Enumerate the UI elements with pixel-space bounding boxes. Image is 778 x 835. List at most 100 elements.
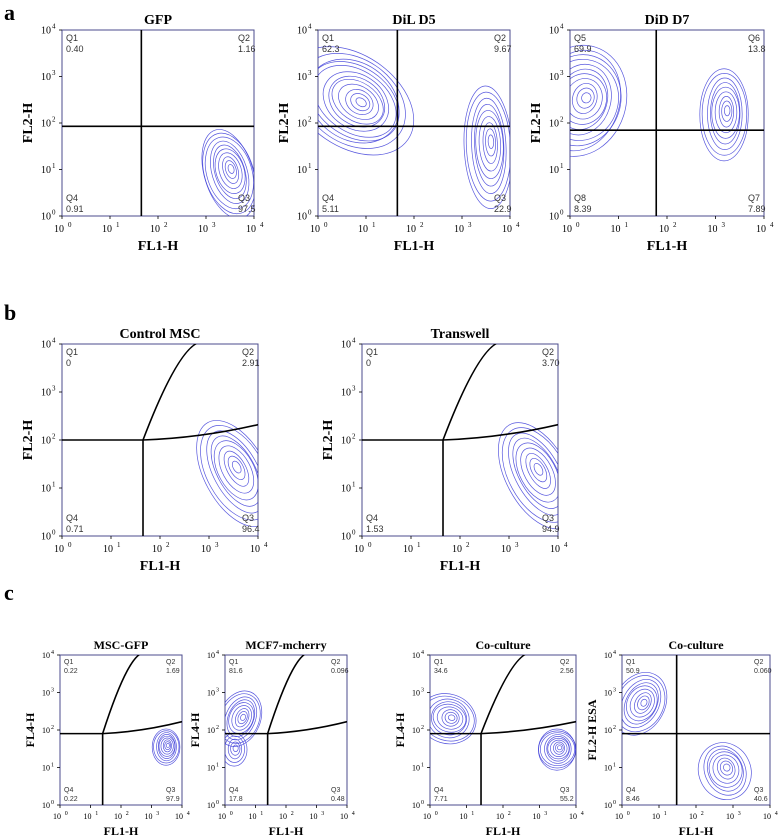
contour-ring	[711, 86, 740, 139]
contour-layer	[225, 655, 347, 805]
contour-ring	[350, 93, 371, 112]
contour-ring	[475, 110, 504, 179]
quadrant-value: 5.11	[322, 204, 339, 214]
contour-ring	[707, 77, 743, 150]
y-axis-label: FL2-H	[321, 420, 336, 461]
panel-letter-a: a	[4, 0, 15, 25]
y-tick-exponent: 3	[52, 69, 56, 77]
contour-ring	[546, 736, 570, 762]
plot-title: Co-culture	[668, 638, 724, 652]
x-tick-label: 10	[218, 812, 226, 821]
x-axis-label: FL1-H	[104, 824, 139, 835]
plot-frame	[59, 654, 183, 806]
y-tick-label: 10	[549, 165, 559, 176]
y-tick-exponent: 0	[421, 800, 424, 806]
y-tick-exponent: 1	[216, 762, 219, 768]
quadrant-name: Q2	[238, 33, 250, 43]
y-tick-exponent: 1	[421, 762, 424, 768]
gate-line-horizontal	[60, 720, 182, 735]
plot-frame	[61, 29, 255, 217]
x-tick-exponent: 1	[116, 221, 120, 229]
contour-ring	[227, 164, 235, 174]
quadrant-value: 94.9	[542, 524, 560, 534]
contour-ring	[225, 693, 261, 744]
x-tick-exponent: 2	[508, 811, 511, 817]
x-tick-exponent: 4	[187, 811, 190, 817]
y-tick-exponent: 0	[352, 529, 356, 537]
x-tick-exponent: 0	[230, 811, 233, 817]
contour-ring	[576, 87, 595, 109]
y-tick-exponent: 3	[352, 385, 356, 393]
y-tick-label: 10	[207, 688, 215, 697]
x-tick-label: 10	[562, 224, 572, 235]
quadrant-value: 0.22	[64, 668, 78, 675]
x-tick-exponent: 1	[95, 811, 98, 817]
contour-ring	[436, 706, 464, 730]
contour-ring	[719, 760, 734, 776]
contour-ring	[525, 452, 551, 489]
y-tick-exponent: 0	[52, 209, 56, 217]
contour-ring	[318, 58, 400, 144]
x-tick-label: 10	[460, 812, 468, 821]
y-tick-exponent: 3	[52, 385, 56, 393]
contour-ring	[721, 100, 733, 122]
contour-ring	[441, 709, 460, 727]
y-tick-exponent: 2	[560, 116, 564, 124]
y-axis-label: FL4-H	[393, 712, 407, 747]
quadrant-name: Q1	[229, 659, 238, 666]
contour-ring	[622, 679, 662, 729]
quadrant-name: Q5	[574, 33, 586, 43]
y-tick-label: 10	[42, 763, 50, 772]
y-tick-label: 10	[341, 532, 351, 543]
contour-layer	[570, 30, 764, 216]
x-tick-label: 10	[340, 812, 348, 821]
y-tick-exponent: 1	[308, 162, 312, 170]
contour-ring	[331, 78, 384, 125]
quadrant-value: 81.6	[229, 668, 243, 675]
quadrant-name: Q4	[66, 193, 78, 203]
contour-ring	[701, 73, 748, 156]
contour-ring	[555, 743, 564, 753]
y-tick-exponent: 4	[216, 650, 219, 656]
contour-ring	[227, 738, 242, 760]
contour-ring	[512, 437, 558, 509]
x-tick-exponent: 4	[264, 541, 268, 549]
x-axis-label: FL1-H	[269, 824, 304, 835]
gate-line-horizontal	[430, 720, 576, 735]
contour-ring	[200, 425, 258, 521]
quadrant-value: 22.9	[494, 204, 512, 214]
x-tick-label: 10	[501, 544, 511, 555]
x-tick-label: 10	[249, 812, 257, 821]
x-tick-exponent: 2	[466, 541, 470, 549]
y-tick-exponent: 2	[52, 116, 56, 124]
y-tick-exponent: 3	[308, 69, 312, 77]
x-tick-label: 10	[502, 224, 512, 235]
y-tick-label: 10	[41, 388, 51, 399]
quadrant-value: 0.060	[754, 668, 772, 675]
quadrant-value: 2.56	[560, 668, 574, 675]
x-tick-exponent: 2	[701, 811, 704, 817]
y-tick-exponent: 1	[52, 481, 56, 489]
quadrant-name: Q2	[754, 659, 763, 666]
y-tick-exponent: 4	[52, 337, 56, 345]
contour-ring	[708, 751, 743, 788]
x-tick-label: 10	[358, 224, 368, 235]
gate-line-vertical	[480, 655, 526, 805]
quadrant-value: 62.3	[322, 44, 340, 54]
contour-ring	[196, 420, 258, 528]
quadrant-name: Q2	[166, 659, 175, 666]
contour-ring	[209, 140, 250, 204]
x-tick-exponent: 4	[770, 221, 774, 229]
contour-ring	[570, 68, 609, 130]
y-tick-label: 10	[604, 801, 612, 810]
x-tick-label: 10	[310, 224, 320, 235]
contour-ring	[482, 122, 498, 164]
quadrant-name: Q7	[748, 193, 760, 203]
x-tick-label: 10	[423, 812, 431, 821]
y-tick-exponent: 3	[216, 687, 219, 693]
contour-ring	[622, 672, 668, 736]
